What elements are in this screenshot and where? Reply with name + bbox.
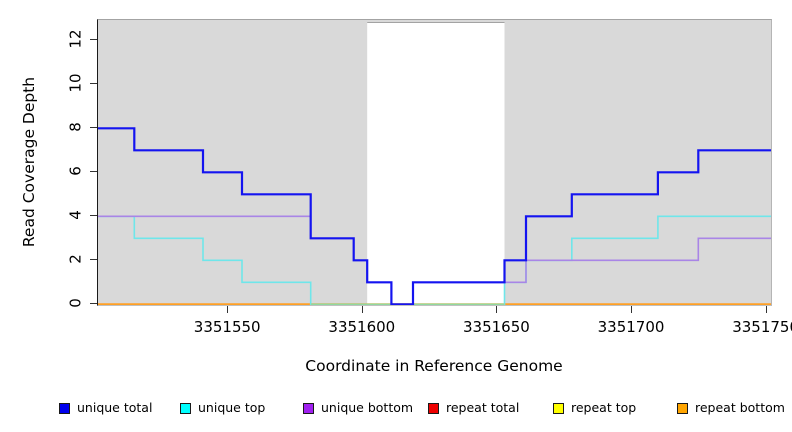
x-tick (496, 306, 498, 313)
legend-swatch (677, 402, 688, 414)
legend-label: unique bottom (321, 400, 414, 415)
y-tick (90, 215, 97, 217)
y-tick (90, 303, 97, 305)
x-tick-label: 3351600 (328, 318, 396, 336)
legend-swatch (428, 402, 439, 414)
legend-swatch (303, 402, 314, 414)
series-unique-total-line (98, 127, 771, 305)
y-tick (90, 127, 97, 129)
plot-panel (97, 19, 772, 306)
legend-item-unique-top: unique top (180, 401, 265, 415)
y-tick-label: 12 (66, 29, 85, 49)
y-tick-label: 4 (66, 210, 85, 221)
legend-item-repeat-top: repeat top (553, 401, 636, 415)
x-tick (227, 306, 229, 313)
y-tick (90, 171, 97, 173)
x-axis-title: Coordinate in Reference Genome (305, 357, 563, 375)
legend-label: repeat top (571, 400, 637, 415)
x-tick-label: 3351700 (597, 318, 665, 336)
x-tick-label: 3351550 (193, 318, 261, 336)
y-tick-label: 8 (66, 122, 85, 133)
x-tick (765, 306, 767, 313)
y-tick (90, 259, 97, 261)
legend-item-unique-total: unique total (59, 401, 152, 415)
legend-swatch (180, 402, 191, 414)
x-tick (361, 306, 363, 313)
x-tick (631, 306, 633, 313)
y-tick (90, 39, 97, 41)
legend-swatch (59, 402, 70, 414)
y-tick-label: 0 (66, 298, 85, 309)
legend-item-repeat-bottom: repeat bottom (677, 401, 785, 415)
y-tick-label: 6 (66, 166, 85, 177)
y-tick (90, 83, 97, 85)
x-tick-label: 3351650 (463, 318, 530, 336)
legend-item-repeat-total: repeat total (428, 401, 519, 415)
y-axis-title: Read Coverage Depth (20, 76, 38, 248)
legend-label: repeat bottom (695, 400, 785, 415)
legend-label: repeat total (446, 400, 520, 415)
legend-label: unique top (198, 400, 266, 415)
legend-item-unique-bottom: unique bottom (303, 401, 413, 415)
legend-label: unique total (77, 400, 153, 415)
y-tick-label: 2 (66, 254, 85, 265)
highlight-region (367, 22, 505, 305)
plot-canvas (98, 22, 771, 305)
y-tick-label: 10 (66, 73, 85, 93)
legend-swatch (553, 402, 564, 414)
